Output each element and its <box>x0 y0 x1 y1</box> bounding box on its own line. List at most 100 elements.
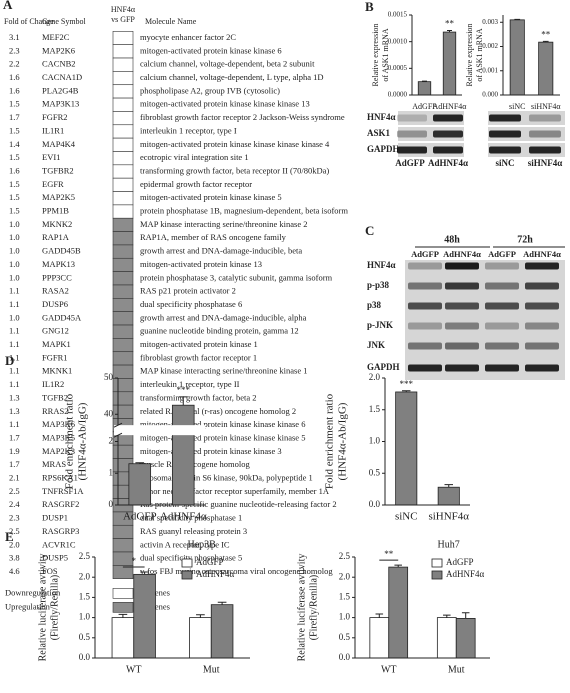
legend-label: Upregulation <box>5 601 51 611</box>
gene-symbol: MAPK1 <box>42 339 71 349</box>
y-tick-label: 2.5 <box>339 551 351 561</box>
panel-label: D <box>5 353 14 368</box>
molecule-name: MAP kinase interacting serine/threonine … <box>140 219 308 229</box>
heatmap-cell <box>112 177 134 192</box>
blot-row-label: ASK1 <box>367 128 391 138</box>
gene-symbol: RASGRF2 <box>42 499 79 509</box>
y-tick-label: 0.5 <box>369 467 381 477</box>
lane-label: AdGFP <box>411 249 439 259</box>
y-axis-label: Relative expression <box>465 24 474 87</box>
y-axis-label: Relative luciferase avtivity <box>296 554 307 662</box>
blot-band <box>489 146 521 154</box>
y-tick-label: 50 <box>104 372 114 382</box>
heatmap-cell <box>112 351 134 366</box>
fold-change: 2.3 <box>9 45 20 55</box>
blot-band <box>445 342 479 350</box>
gene-symbol: TNFRSF1A <box>42 486 84 496</box>
molecule-name: calcium channel, voltage-dependent, L ty… <box>140 72 324 82</box>
gene-symbol: DUSP1 <box>42 513 68 523</box>
heatmap-cell <box>112 271 134 286</box>
gene-symbol: MAP3K13 <box>42 99 79 109</box>
bar <box>133 573 156 659</box>
panel-label: A <box>3 0 13 12</box>
fold-change: 1.0 <box>9 246 20 256</box>
legend-swatch <box>181 558 193 568</box>
heatmap-cell <box>112 404 134 419</box>
x-tick-label: WT <box>381 664 397 675</box>
bar <box>436 617 457 659</box>
heatmap-cell <box>112 71 134 86</box>
legend-label: AdHNF4α <box>196 569 235 579</box>
x-tick-label: siNC <box>509 102 525 111</box>
molecule-name: mitogen-activated protein kinase kinase … <box>140 432 305 442</box>
heatmap-cell <box>112 284 134 299</box>
bar <box>395 391 418 506</box>
fold-change: 1.5 <box>9 192 20 202</box>
x-tick-label: AdGFP <box>123 511 157 523</box>
heatmap-cell <box>112 244 134 259</box>
y-tick-label: 0.0015 <box>388 11 408 19</box>
gene-symbol: EGFR <box>42 179 64 189</box>
molecule-name: interleukin 1 receptor, type I <box>140 125 237 135</box>
molecule-name: mitogen-activated protein kinase 13 <box>140 259 262 269</box>
fold-change: 1.5 <box>9 125 20 135</box>
fold-change: 1.6 <box>9 165 20 175</box>
gene-symbol: ACVR1C <box>42 539 76 549</box>
fold-change: 1.0 <box>9 219 20 229</box>
blot-band <box>529 130 561 138</box>
error-bar <box>217 601 227 605</box>
error-bar <box>140 571 149 575</box>
chart-title: Huh7 <box>438 539 460 550</box>
fold-change: 1.9 <box>9 446 20 456</box>
y-tick-label: 0.003 <box>482 18 498 26</box>
heatmap-cell <box>112 391 134 406</box>
chart-title: Hep3B <box>188 539 217 550</box>
heatmap-cell <box>112 137 134 152</box>
error-bar <box>461 612 470 619</box>
blot-band <box>445 302 479 310</box>
bar <box>509 19 525 96</box>
molecule-name: growth arrest and DNA-damage-inducible, … <box>140 312 307 322</box>
heatmap-cell <box>112 551 134 566</box>
heatmap-cell <box>112 311 134 326</box>
fold-change: 1.1 <box>9 379 20 389</box>
heatmap-cell <box>112 298 134 312</box>
molecule-name: growth arrest and DNA-damage-inducible, … <box>140 246 302 256</box>
molecule-name: related RAS viral (r-ras) oncogene homol… <box>140 406 296 416</box>
panel-label: B <box>365 0 374 14</box>
y-tick-label: 2.0 <box>79 571 91 581</box>
blot-band <box>408 302 442 310</box>
heatmap-cell <box>112 538 134 553</box>
heatmap-cell <box>112 204 134 219</box>
y-tick-label: 1.0 <box>79 612 91 622</box>
blot-row-label: p38 <box>367 300 382 310</box>
gene-symbol: DUSP6 <box>42 299 68 309</box>
fold-change: 4.6 <box>9 566 20 576</box>
heatmap-cell <box>112 338 134 353</box>
legend-swatch <box>112 602 134 613</box>
heatmap-cell <box>112 57 134 72</box>
time-label: 48h <box>444 234 460 245</box>
gene-symbol: PPP3CC <box>42 272 72 282</box>
column-header: vs GFP <box>111 15 135 24</box>
y-tick-label: 1.5 <box>79 591 91 601</box>
blot-band <box>525 282 559 290</box>
column-header: Molecule Name <box>145 17 197 26</box>
lane-label: AdHNF4α <box>523 249 561 259</box>
blot-band <box>397 146 427 154</box>
y-axis-label: Fold enrichment ratio <box>64 393 76 489</box>
y-tick-label: 2.0 <box>369 372 381 382</box>
molecule-name: mitogen-activated protein kinase kinase … <box>140 446 282 456</box>
blot-band <box>408 282 442 290</box>
blot-band <box>525 262 559 270</box>
error-bar <box>375 613 384 618</box>
y-axis-label: Relative expression <box>371 24 380 87</box>
molecule-name: RAP1A, member of RAS oncogene family <box>140 232 287 242</box>
y-axis-label: Fold enrichment ratio <box>324 393 336 489</box>
x-tick-label: Mut <box>448 664 465 675</box>
y-tick-label: 0.0 <box>79 652 91 662</box>
bar <box>388 566 409 659</box>
y-axis-label: of ASK1 mRNA <box>381 28 390 82</box>
blot-row-label: HNF4α <box>367 112 396 122</box>
panel-label: C <box>365 223 374 238</box>
